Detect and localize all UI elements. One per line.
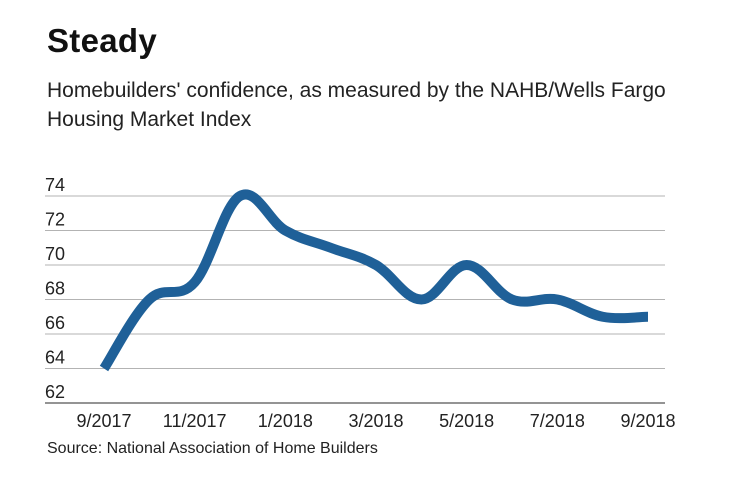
x-tick-label: 11/2017 (163, 411, 227, 431)
data-point (643, 312, 653, 322)
series-layer (99, 189, 653, 374)
series-line (99, 189, 649, 372)
data-point (99, 364, 109, 374)
data-point (235, 191, 245, 201)
y-tick-label: 62 (45, 382, 65, 402)
data-point (552, 295, 562, 305)
y-tick-label: 72 (45, 210, 65, 230)
y-tick-label: 70 (45, 244, 65, 264)
y-tick-label: 68 (45, 279, 65, 299)
x-axis-ticks: 9/2017 11/2017 1/2018 3/2018 5/2018 7/2018 9/2… (76, 411, 675, 431)
chart-subtitle: Homebuilders' confidence, as measured by… (47, 79, 666, 131)
data-point (144, 295, 154, 305)
chart-title: Steady (47, 22, 158, 59)
data-point (190, 277, 200, 287)
y-tick-label: 64 (45, 348, 65, 368)
data-point (371, 260, 381, 270)
y-tick-label: 74 (45, 175, 65, 195)
data-point (280, 226, 290, 236)
data-point (416, 295, 426, 305)
data-point (507, 295, 517, 305)
x-tick-label: 9/2018 (620, 411, 675, 431)
x-tick-label: 1/2018 (258, 411, 313, 431)
data-point (462, 260, 472, 270)
x-tick-label: 5/2018 (439, 411, 494, 431)
source-note: Source: National Association of Home Bui… (47, 440, 378, 457)
y-tick-label: 66 (45, 313, 65, 333)
x-tick-label: 9/2017 (76, 411, 131, 431)
x-tick-label: 7/2018 (530, 411, 585, 431)
data-point (326, 243, 336, 253)
data-point (598, 312, 608, 322)
y-axis-ticks: 62 64 66 68 70 72 74 (45, 175, 65, 402)
x-tick-label: 3/2018 (348, 411, 403, 431)
